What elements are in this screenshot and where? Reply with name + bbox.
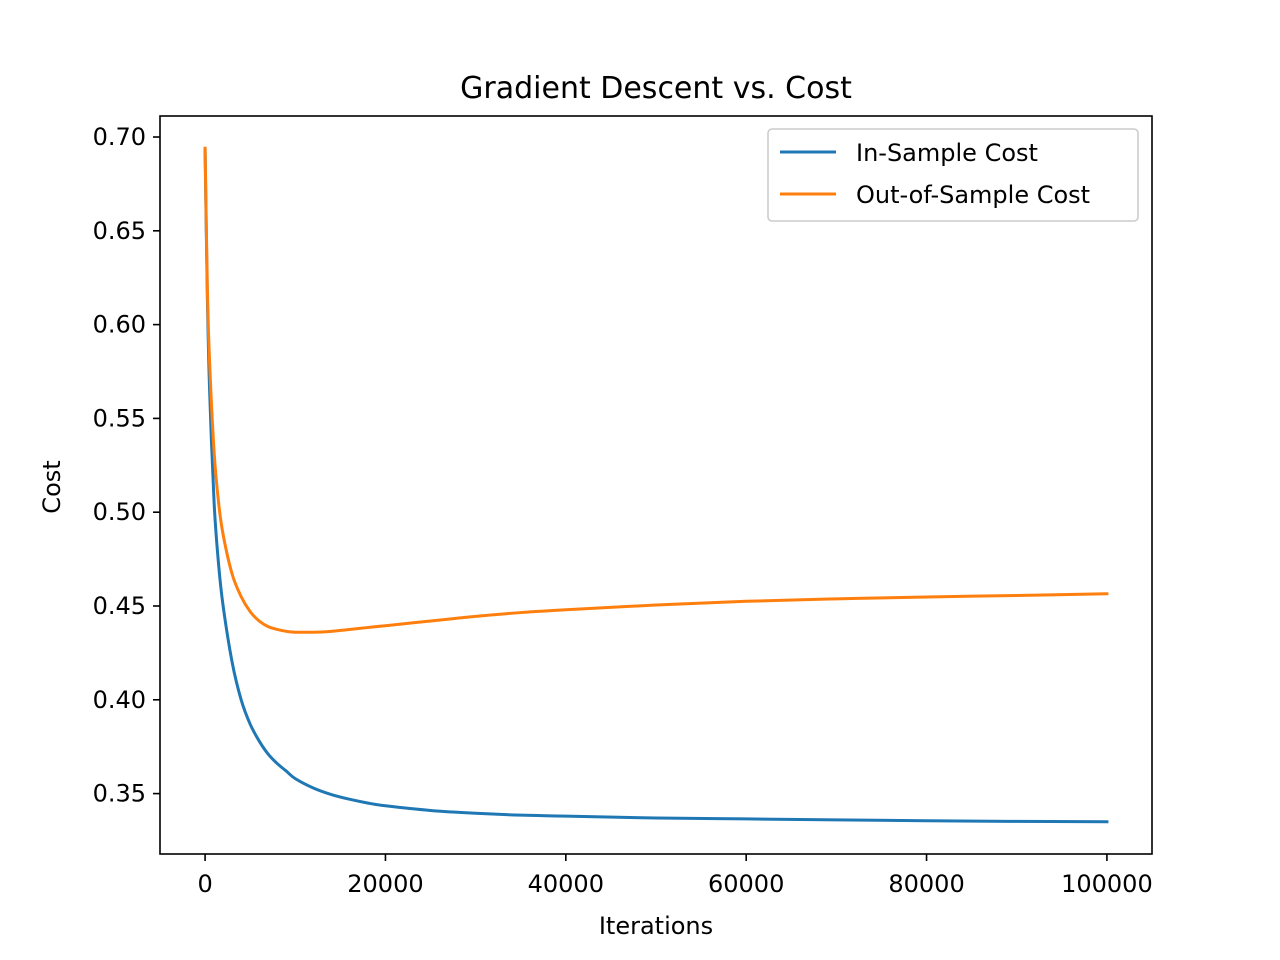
legend-entry-label: Out-of-Sample Cost: [856, 181, 1090, 209]
x-tick-label: 80000: [888, 870, 964, 898]
y-axis-label: Cost: [38, 460, 66, 513]
y-tick-label: 0.50: [93, 498, 146, 526]
x-tick-label: 60000: [708, 870, 784, 898]
chart-title: Gradient Descent vs. Cost: [460, 71, 852, 106]
y-tick-label: 0.70: [93, 123, 146, 151]
y-tick-label: 0.65: [93, 217, 146, 245]
y-tick-label: 0.45: [93, 592, 146, 620]
y-tick-label: 0.40: [93, 686, 146, 714]
legend-box: [767, 128, 1139, 222]
y-tick-label: 0.35: [93, 780, 146, 808]
x-axis-label: Iterations: [599, 912, 713, 940]
x-tick-label: 20000: [347, 870, 423, 898]
x-tick-label: 100000: [1061, 870, 1153, 898]
x-tick-label: 40000: [528, 870, 604, 898]
axes-frame: [159, 115, 1153, 855]
legend: In-Sample Cost Out-of-Sample Cost: [767, 128, 1139, 222]
x-tick-label: 0: [197, 870, 212, 898]
plot-area: 0 20000 40000 60000 80000 100000 0.35 0.40 0.45 0…: [93, 123, 1153, 898]
legend-entry-label: In-Sample Cost: [856, 139, 1038, 167]
y-tick-label: 0.60: [93, 311, 146, 339]
y-tick-label: 0.55: [93, 404, 146, 432]
series-line-out-of-sample: [203, 146, 1109, 634]
series-line-in-sample: [203, 148, 1109, 824]
